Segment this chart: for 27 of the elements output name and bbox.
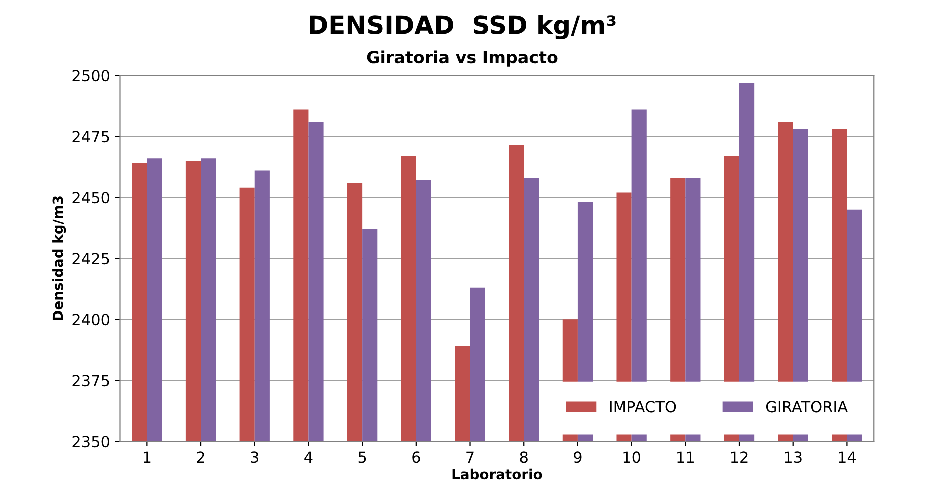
x-tick-label: 3	[251, 452, 259, 464]
chart-title: DENSIDAD SSD kg/m³	[310, 15, 616, 40]
x-tick-label: 12	[731, 452, 748, 463]
x-tick-label: 10	[624, 452, 641, 464]
x-tick-label: 8	[520, 452, 528, 464]
x-tick-label: 4	[304, 452, 313, 463]
y-tick-label: 2450	[72, 192, 110, 204]
y-axis-title: Densidad kg/m3	[52, 196, 66, 321]
chart-subtitle: Giratoria vs Impacto	[367, 50, 558, 67]
y-tick-label: 2350	[72, 436, 110, 448]
legend-label: GIRATORIA	[766, 401, 848, 413]
y-tick-label: 2500	[72, 70, 110, 82]
x-tick-label: 13	[785, 452, 802, 464]
x-tick-label: 5	[358, 452, 366, 464]
x-tick-label: 7	[466, 452, 474, 463]
y-tick-label: 2425	[72, 253, 110, 265]
x-tick-label: 2	[197, 452, 204, 463]
x-tick-label: 14	[839, 452, 856, 463]
x-axis-title: Laboratorio	[452, 468, 542, 480]
x-tick-label: 1	[144, 452, 151, 463]
x-tick-label: 6	[412, 452, 420, 464]
x-tick-label: 11	[678, 452, 694, 463]
y-tick-label: 2400	[72, 314, 110, 326]
y-tick-label: 2475	[72, 131, 110, 143]
legend-label: IMPACTO	[610, 401, 676, 413]
x-tick-label: 9	[574, 452, 582, 464]
y-tick-label: 2375	[72, 375, 110, 387]
